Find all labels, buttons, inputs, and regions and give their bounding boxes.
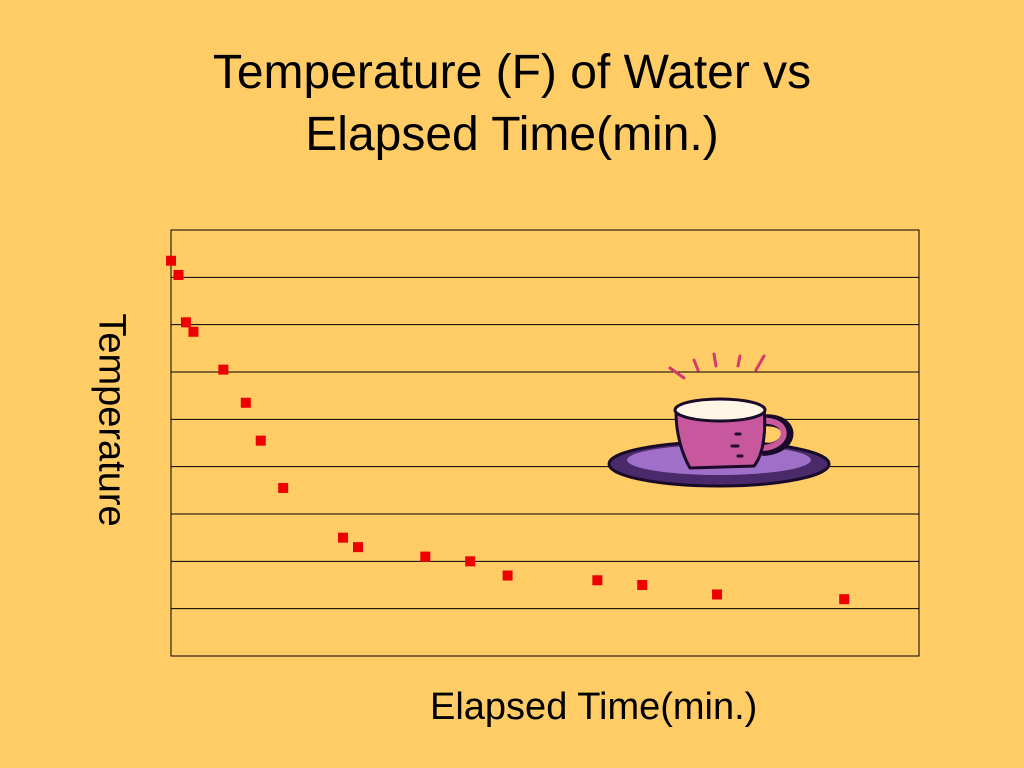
x-axis-label: Elapsed Time(min.)	[430, 686, 758, 728]
data-point	[338, 532, 349, 543]
data-point	[502, 570, 513, 581]
data-point	[353, 542, 363, 553]
data-point	[592, 575, 603, 586]
data-point	[218, 364, 229, 375]
data-point	[420, 551, 431, 562]
data-point	[180, 317, 191, 328]
plot-frame	[170, 229, 920, 657]
chart-title-line-2: Elapsed Time(min.)	[305, 108, 719, 161]
data-points	[166, 255, 850, 605]
data-point	[255, 435, 266, 446]
chart-title: Temperature (F) of Water vs Elapsed Time…	[0, 42, 1024, 166]
chart-title-line-1: Temperature (F) of Water vs	[212, 46, 812, 99]
data-point	[166, 255, 176, 266]
steaming-coffee-cup-icon	[607, 352, 831, 488]
data-point	[278, 482, 289, 493]
data-point	[240, 397, 251, 408]
data-point	[839, 594, 850, 605]
y-axis-label: Temperature	[90, 313, 133, 527]
data-point	[637, 580, 648, 590]
data-point	[173, 269, 184, 280]
data-point	[465, 556, 476, 567]
data-point	[712, 589, 723, 600]
data-point	[188, 326, 199, 337]
